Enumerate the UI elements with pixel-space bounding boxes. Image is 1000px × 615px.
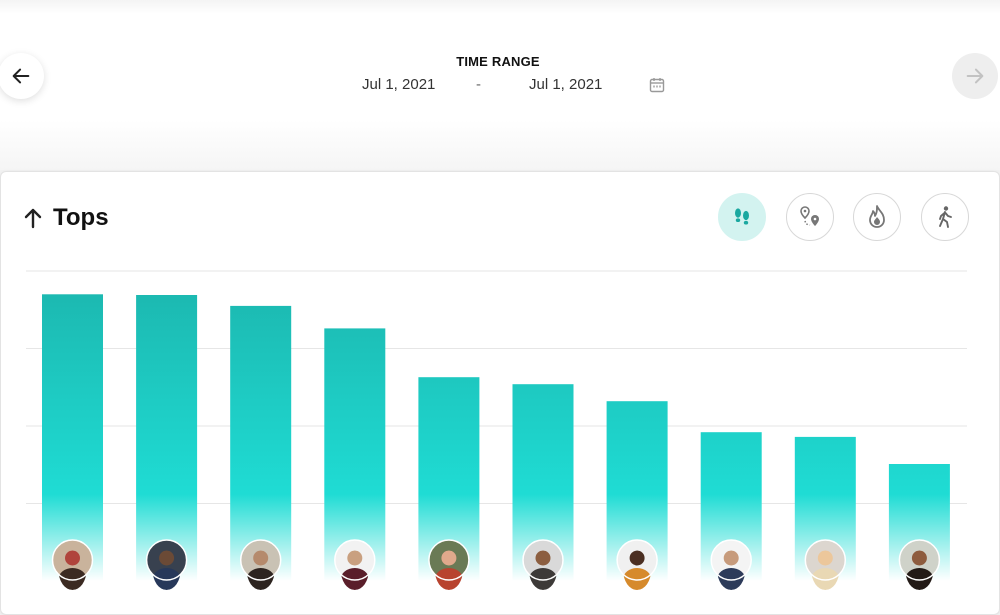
flame-icon bbox=[869, 205, 885, 228]
avatar-8[interactable] bbox=[710, 539, 752, 590]
time-range-label: TIME RANGE bbox=[456, 54, 540, 69]
bar-4[interactable] bbox=[324, 328, 386, 581]
next-period-button[interactable] bbox=[952, 53, 998, 99]
avatar-5[interactable] bbox=[428, 539, 470, 590]
date-to-field[interactable]: Jul 1, 2021 bbox=[529, 76, 603, 93]
walking-icon bbox=[939, 206, 952, 228]
time-range-header bbox=[0, 0, 1000, 170]
arrow-left-icon bbox=[12, 68, 30, 84]
route-icon bbox=[800, 206, 819, 226]
avatar-4[interactable] bbox=[334, 539, 376, 590]
avatar-9[interactable] bbox=[804, 539, 847, 590]
avatar-10[interactable] bbox=[898, 539, 941, 590]
bar-3[interactable] bbox=[230, 305, 292, 581]
distance-metric-button[interactable] bbox=[786, 193, 834, 241]
steps-metric-button[interactable] bbox=[718, 193, 766, 241]
tops-card: Tops bbox=[0, 171, 1000, 615]
date-from-field[interactable]: Jul 1, 2021 bbox=[362, 76, 436, 93]
avatar-6[interactable] bbox=[522, 539, 564, 590]
avatar-7[interactable] bbox=[616, 539, 658, 590]
tops-bar-chart bbox=[26, 270, 967, 590]
previous-period-button[interactable] bbox=[0, 53, 44, 99]
card-title: Tops bbox=[23, 204, 109, 232]
calories-metric-button[interactable] bbox=[853, 193, 901, 241]
footsteps-icon bbox=[735, 208, 749, 225]
avatar-2[interactable] bbox=[145, 539, 188, 590]
activity-metric-button[interactable] bbox=[921, 193, 969, 241]
bar-2[interactable] bbox=[136, 295, 198, 581]
calendar-icon[interactable] bbox=[649, 77, 665, 98]
arrow-up-icon bbox=[23, 207, 43, 229]
avatar-3[interactable] bbox=[239, 539, 282, 590]
avatar-1[interactable] bbox=[51, 539, 94, 590]
card-title-text: Tops bbox=[53, 204, 109, 231]
bar-1[interactable] bbox=[42, 294, 103, 582]
arrow-right-icon bbox=[966, 68, 984, 84]
date-separator: - bbox=[476, 76, 481, 93]
